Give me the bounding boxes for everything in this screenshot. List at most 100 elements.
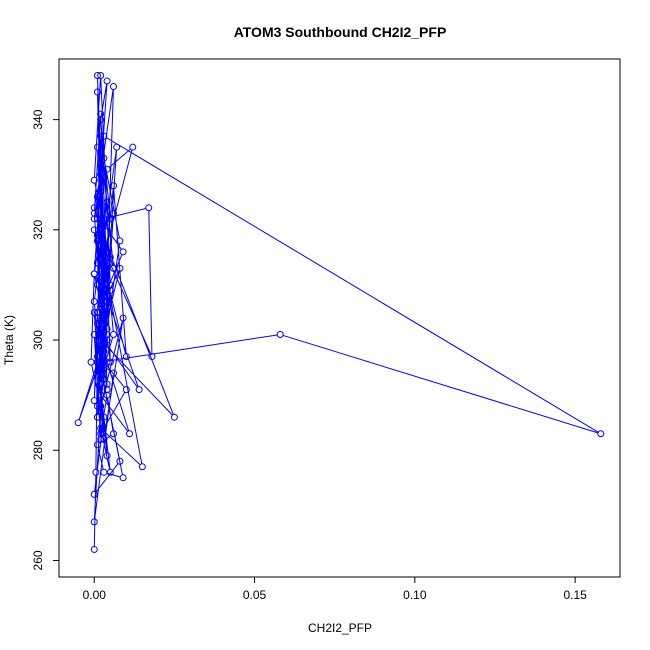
y-tick-label: 260 [31,550,45,570]
x-tick-label: 0.05 [243,588,267,602]
data-point [97,275,105,283]
data-point [129,143,137,151]
y-tick-label: 340 [31,109,45,129]
series-group [74,72,605,553]
data-point [90,331,98,339]
data-point [97,342,105,350]
data-point [97,187,105,195]
data-point [100,154,108,162]
data-point [97,248,105,256]
data-point [135,386,143,394]
data-point [92,468,100,476]
data-point [116,264,124,272]
data-point [93,281,101,289]
data-point [100,275,108,283]
x-tick-label: 0.15 [563,588,587,602]
y-tick-label: 300 [31,330,45,350]
data-point [93,441,101,449]
data-point [93,237,101,245]
data-point [103,336,111,344]
data-point [97,231,105,239]
data-point [93,88,101,96]
data-point [90,176,98,184]
data-point [97,110,105,118]
data-point [90,226,98,234]
data-point [100,375,108,383]
data-point [103,259,111,267]
data-point [119,474,127,482]
data-point [100,325,108,333]
data-point [97,391,105,399]
data-point [97,171,105,179]
data-point [100,259,108,267]
data-point [106,253,114,261]
data-point [145,204,153,212]
data-point [100,468,108,476]
x-axis-label: CH2I2_PFP [308,621,372,635]
data-point [97,364,105,372]
data-point [90,545,98,553]
data-point [93,72,101,80]
data-point [100,336,108,344]
data-point [100,347,108,355]
data-point [74,419,82,427]
data-point [90,308,98,316]
y-tick-label: 280 [31,440,45,460]
data-point [93,143,101,151]
data-point [110,209,117,217]
y-axis-label: Theta (K) [2,315,16,365]
y-axis: 260 280 300 320 340 [31,109,60,570]
data-point [103,77,111,85]
data-point [90,490,98,498]
data-point [110,331,117,339]
data-point [138,463,146,471]
data-point [106,286,114,294]
data-point [103,198,111,206]
data-point [116,457,124,465]
x-axis: 0.00 0.05 0.10 0.15 [83,576,587,602]
data-point [97,264,105,272]
data-point [90,204,98,212]
data-point [126,430,134,438]
data-point [103,292,111,300]
data-point [110,430,117,438]
data-point [97,132,105,140]
data-point [93,215,101,223]
data-point [148,353,156,361]
x-tick-label: 0.00 [83,588,107,602]
data-point [97,72,105,80]
data-point [110,369,117,377]
data-point [103,303,111,311]
y-tick-label: 320 [31,219,45,239]
data-point [119,314,127,322]
data-point [90,397,98,405]
x-tick-label: 0.10 [403,588,427,602]
data-point [103,165,111,173]
data-point [100,308,108,316]
data-point [119,248,127,256]
data-point [170,413,178,421]
data-point [93,320,101,328]
series-line [78,78,599,547]
data-point [116,237,124,245]
data-point [97,402,105,410]
data-point [106,468,114,476]
data-point [93,413,101,421]
data-point [113,143,121,151]
plot-frame [58,58,621,578]
data-point [97,154,105,162]
data-point [87,358,95,366]
data-point [90,297,98,305]
data-point [100,132,108,140]
data-point [110,182,117,190]
data-point [90,518,98,526]
data-point [90,270,98,278]
data-point [93,193,101,201]
chart-title: ATOM3 Southbound CH2I2_PFP [234,24,447,40]
data-point [103,358,111,366]
data-point [97,380,105,388]
data-point [122,386,130,394]
data-point [103,452,111,460]
data-point [100,435,108,443]
